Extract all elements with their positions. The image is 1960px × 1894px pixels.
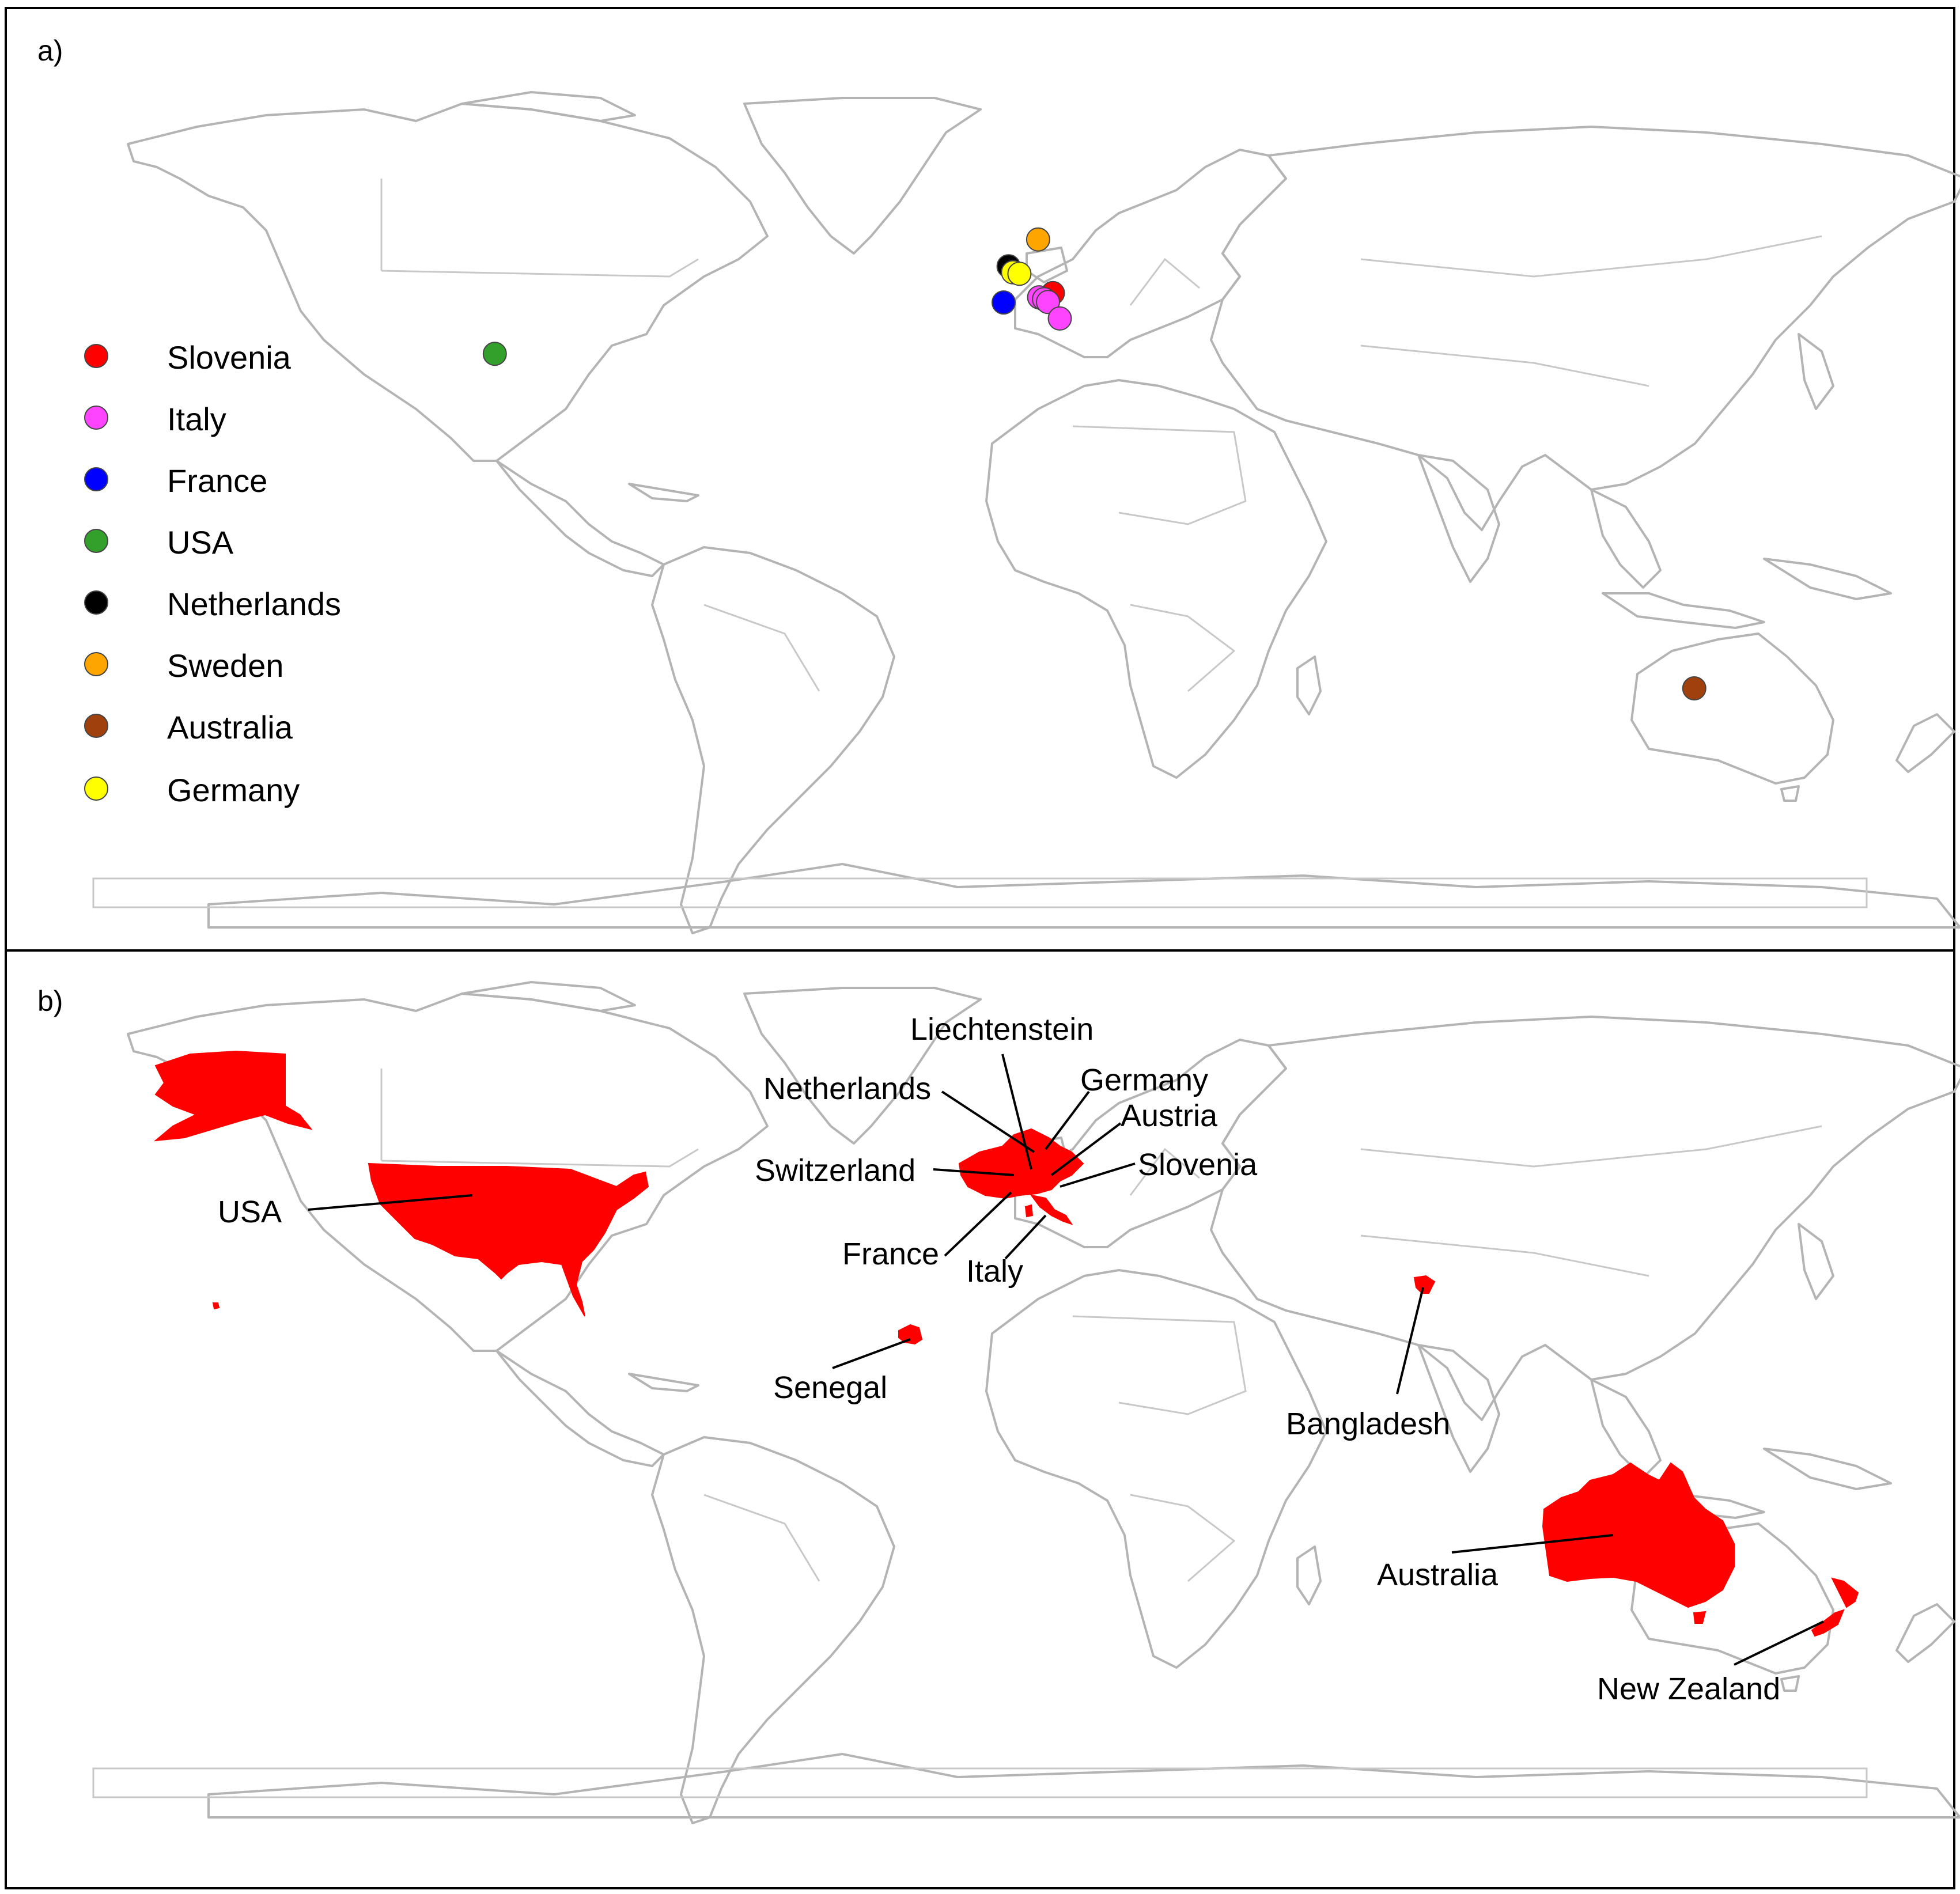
legend-swatch (84, 406, 108, 430)
region-usa-hawaii (212, 1302, 220, 1310)
legend-item: Australia (84, 709, 293, 745)
site-marker-sweden (1026, 227, 1050, 252)
legend-label: France (167, 463, 267, 499)
legend-item: Italy (84, 401, 226, 437)
region-bangladesh (1413, 1275, 1436, 1294)
legend-swatch (84, 344, 108, 368)
legend-item: USA (84, 524, 234, 560)
leader-senegal (832, 1338, 911, 1369)
legend-label: Italy (167, 401, 226, 437)
legend-swatch (84, 652, 108, 676)
leader-netherlands (941, 1090, 1035, 1153)
highlighted-countries (153, 1050, 1859, 1637)
leader-usa (308, 1194, 473, 1211)
site-markers (482, 227, 1707, 700)
site-marker-usa (482, 342, 507, 366)
leader-liechtenstein (1001, 1054, 1032, 1170)
site-marker-italy (1047, 306, 1072, 331)
legend-swatch (84, 776, 108, 801)
label-netherlands: Netherlands (763, 1071, 931, 1106)
leader-slovenia (1060, 1162, 1136, 1188)
legend-label: USA (167, 524, 234, 560)
leader-new-zealand (1734, 1620, 1824, 1666)
panel-b-frame (5, 949, 1955, 1889)
label-new-zealand: New Zealand (1597, 1672, 1780, 1706)
label-liechtenstein: Liechtenstein (910, 1012, 1093, 1047)
legend-label: Netherlands (167, 586, 341, 622)
panel-a: a) Slovenia Italy France USA (5, 7, 1960, 952)
world-map-b (92, 981, 1960, 1824)
label-usa: USA (218, 1195, 282, 1229)
label-france: France (842, 1237, 939, 1271)
label-bangladesh: Bangladesh (1286, 1407, 1450, 1441)
label-senegal: Senegal (773, 1370, 887, 1405)
legend-swatch (84, 590, 108, 615)
region-tasmania (1693, 1611, 1707, 1624)
panel-a-frame (5, 7, 1955, 952)
leader-germany (1045, 1090, 1090, 1150)
panel-b: b) (5, 949, 1960, 1889)
label-austria: Austria (1121, 1098, 1218, 1133)
legend-item: France (84, 463, 267, 499)
world-map-a (92, 91, 1960, 934)
site-marker-australia (1682, 676, 1707, 700)
label-germany: Germany (1080, 1063, 1208, 1097)
region-senegal (898, 1324, 923, 1345)
legend-swatch (84, 714, 108, 738)
legend-label: Sweden (167, 647, 283, 684)
panel-a-label: a) (37, 35, 63, 67)
legend-item: Netherlands (84, 586, 341, 622)
region-usa (368, 1162, 649, 1317)
legend-label: Australia (167, 709, 293, 745)
leader-lines (308, 1054, 1824, 1666)
region-italy-islands (1024, 1204, 1034, 1218)
region-italy (1030, 1194, 1073, 1225)
region-europe (958, 1128, 1084, 1199)
label-italy: Italy (966, 1254, 1023, 1289)
site-marker-germany (1007, 262, 1032, 286)
panel-b-label: b) (37, 985, 63, 1017)
legend: Slovenia Italy France USA Netherlands Sw… (84, 339, 341, 808)
legend-item: Slovenia (84, 339, 292, 376)
leader-bangladesh (1396, 1287, 1424, 1395)
leader-switzerland (933, 1168, 1015, 1176)
site-marker-italy (1036, 290, 1060, 315)
legend-swatch (84, 467, 108, 491)
label-switzerland: Switzerland (755, 1153, 915, 1188)
legend-item: Germany (84, 772, 300, 808)
site-marker-france (992, 290, 1016, 315)
country-labels: Liechtenstein Netherlands Germany Austri… (218, 1012, 1780, 1706)
label-australia: Australia (1377, 1558, 1499, 1592)
legend-item: Sweden (84, 647, 283, 684)
leader-australia (1451, 1534, 1614, 1554)
leader-austria (1050, 1122, 1122, 1176)
region-australia (1542, 1462, 1735, 1608)
legend-swatch (84, 529, 108, 553)
region-usa-alaska (153, 1050, 313, 1142)
leader-italy (1004, 1214, 1047, 1260)
legend-label: Slovenia (167, 339, 292, 376)
leader-france (944, 1191, 1012, 1257)
legend-label: Germany (167, 772, 300, 808)
label-slovenia: Slovenia (1138, 1147, 1258, 1182)
